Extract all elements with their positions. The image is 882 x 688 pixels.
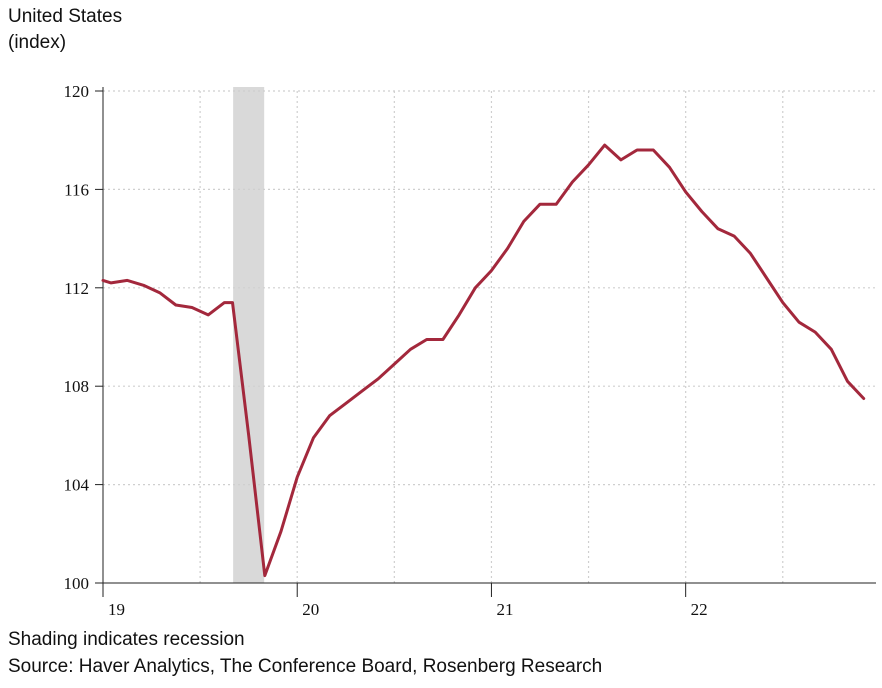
axis-ticks xyxy=(95,90,687,597)
series-line xyxy=(101,143,866,578)
y-tick-label: 116 xyxy=(64,180,89,199)
series-group xyxy=(101,143,866,578)
x-tick-label: 19 xyxy=(108,600,125,619)
recession-shading xyxy=(233,87,265,583)
chart-heading: United States (index) xyxy=(8,4,122,56)
y-tick-label: 100 xyxy=(64,574,90,593)
y-gridlines xyxy=(103,90,876,486)
recession-note: Shading indicates recession xyxy=(8,629,245,650)
x-tick-label: 21 xyxy=(496,600,513,619)
chart-title: United States xyxy=(8,6,123,27)
y-tick-label: 104 xyxy=(64,476,90,495)
chart-footer: Shading indicates recession Source: Have… xyxy=(8,626,602,680)
chart-units: (index) xyxy=(8,32,67,53)
x-tick-label: 20 xyxy=(302,600,319,619)
x-gridlines xyxy=(199,91,784,583)
y-tick-label: 120 xyxy=(64,82,90,101)
y-tick-label: 112 xyxy=(64,279,89,298)
x-tick-label: 22 xyxy=(691,600,708,619)
x-tick-labels: 19 20 21 22 xyxy=(108,600,708,619)
y-tick-labels: 100 104 108 112 116 120 xyxy=(64,82,90,593)
source-note: Source: Haver Analytics, The Conference … xyxy=(8,656,603,677)
y-tick-label: 108 xyxy=(64,377,90,396)
